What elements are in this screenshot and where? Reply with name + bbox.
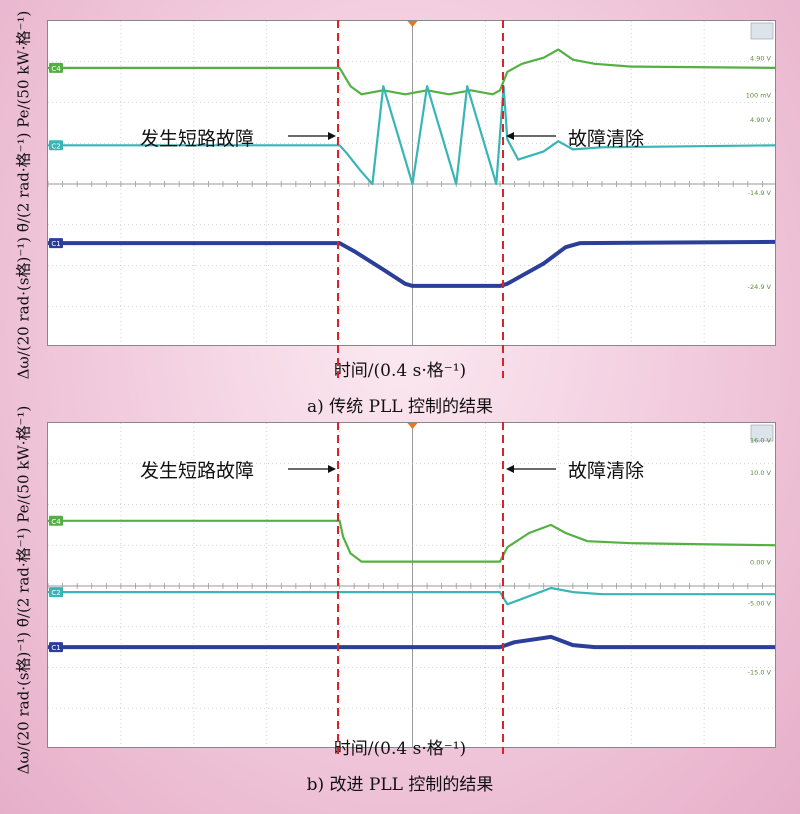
right-scale-label-2: 4.90 V: [750, 116, 772, 124]
channel-tag-text-C1: C1: [51, 240, 60, 248]
y-axis-label-a: Δω/(20 rad·(s格)⁻¹) θ̃/(2 rad·格⁻¹) Pe/(50…: [14, 10, 33, 380]
fault-clear-label-a: 故障清除: [568, 128, 645, 150]
scope-corner-icon: [750, 424, 774, 442]
series-line-C1: [48, 239, 775, 288]
series-line-C4: [48, 519, 775, 563]
y-axis-label-col-a: Δω/(20 rad·(s格)⁻¹) θ̃/(2 rad·格⁻¹) Pe/(50…: [0, 11, 46, 380]
scope-panel-a: C4 C2 C1 4.90 V 100 mV 4.90 V -14.9 V -24.9 V: [47, 20, 776, 346]
right-scale-label-1: 100 mV: [746, 91, 772, 99]
series-line-C2: [48, 85, 775, 186]
right-scale-label-3: -5.00 V: [748, 599, 772, 607]
chart-a-svg: C4 C2 C1 4.90 V 100 mV 4.90 V -14.9 V -24.9 V: [48, 21, 775, 345]
right-scale-label-3: -14.9 V: [748, 189, 772, 197]
y-axis-label-b: Δω/(20 rad·(s格)⁻¹) θ̃/(2 rad·格⁻¹) Pe/(50…: [14, 405, 33, 775]
channel-tag-C1: [49, 238, 63, 249]
trigger-marker: [407, 423, 418, 429]
channel-tag-C1: [49, 642, 63, 653]
scope-panel-b: C4 C2 C1 16.0 V 10.0 V 0.00 V -5.00 V -15.0 V: [47, 422, 776, 748]
channel-tag-text-C4: C4: [51, 65, 61, 73]
trigger-marker: [407, 21, 418, 27]
channel-tag-text-C1: C1: [51, 644, 60, 652]
series-line-C4: [48, 48, 775, 96]
y-axis-label-col-b: Δω/(20 rad·(s格)⁻¹) θ̃/(2 rad·格⁻¹) Pe/(50…: [0, 406, 46, 775]
fault-start-label-a: 发生短路故障: [140, 128, 255, 150]
right-scale-label-2: 0.00 V: [750, 559, 772, 567]
channel-tag-C4: [49, 62, 63, 73]
caption-a: a) 传统 PLL 控制的结果: [307, 397, 493, 417]
right-scale-label-1: 10.0 V: [750, 469, 772, 477]
x-axis-label-a: 时间/(0.4 s·格⁻¹): [333, 361, 467, 381]
right-scale-label-0: 16.0 V: [750, 436, 772, 444]
series-line-C2: [48, 586, 775, 606]
x-axis-label-b: 时间/(0.4 s·格⁻¹): [333, 739, 467, 759]
series-line-C1: [48, 634, 775, 650]
fault-start-label-b: 发生短路故障: [140, 460, 255, 482]
caption-b: b) 改进 PLL 控制的结果: [306, 775, 494, 795]
channel-tag-text-C4: C4: [51, 518, 61, 526]
channel-tag-text-C2: C2: [51, 142, 60, 150]
right-scale-label-4: -15.0 V: [748, 669, 772, 677]
right-scale-label-4: -24.9 V: [748, 283, 772, 291]
channel-tag-C2: [49, 140, 63, 151]
channel-tag-text-C2: C2: [51, 589, 60, 597]
channel-tag-C2: [49, 587, 63, 598]
channel-tag-C4: [49, 515, 63, 526]
chart-b-svg: C4 C2 C1 16.0 V 10.0 V 0.00 V -5.00 V -15.0 V: [48, 423, 775, 747]
scope-corner-icon: [750, 22, 774, 40]
fault-clear-label-b: 故障清除: [568, 460, 645, 482]
right-scale-label-0: 4.90 V: [750, 55, 772, 63]
